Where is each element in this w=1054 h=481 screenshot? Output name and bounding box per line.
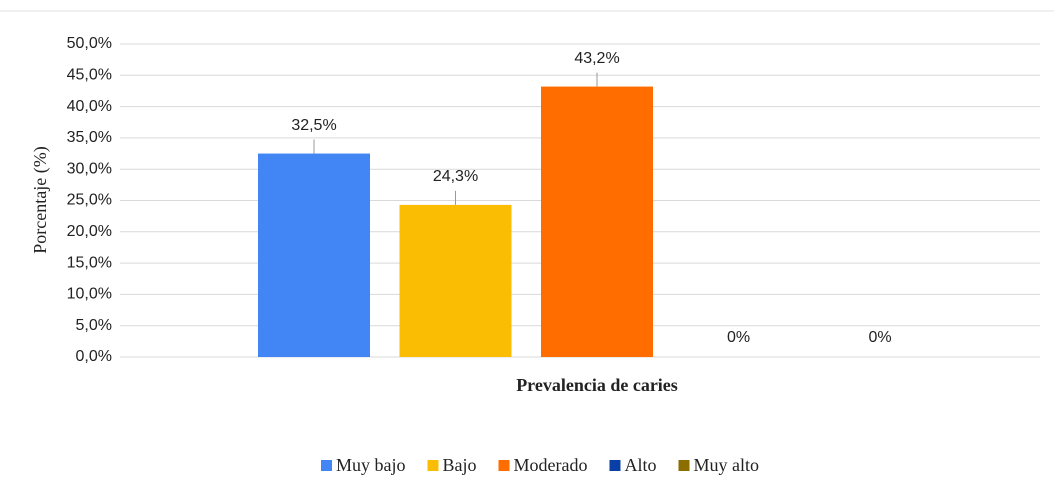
legend-swatch <box>498 460 510 471</box>
value-label: 0% <box>868 329 891 346</box>
value-label: 32,5% <box>291 117 336 134</box>
y-tick-label: 45,0% <box>67 67 112 84</box>
legend-label: Muy alto <box>694 455 760 475</box>
y-tick-label: 50,0% <box>67 35 112 52</box>
y-tick-label: 0,0% <box>76 348 112 365</box>
legend-swatch <box>321 460 332 471</box>
y-tick-label: 35,0% <box>67 129 112 146</box>
y-tick-label: 15,0% <box>67 254 112 271</box>
legend-label: Muy bajo <box>336 455 406 475</box>
legend-swatch <box>609 460 621 471</box>
bar <box>541 86 653 358</box>
y-tick-label: 20,0% <box>67 223 112 240</box>
legend-label: Bajo <box>443 455 477 475</box>
legend-label: Moderado <box>514 455 588 475</box>
bar <box>258 153 370 357</box>
value-label: 24,3% <box>433 168 478 185</box>
legend-swatch <box>427 460 439 471</box>
value-label: 0% <box>727 329 750 346</box>
y-axis-title: Porcentaje (%) <box>30 146 51 253</box>
legend-label: Alto <box>624 455 656 475</box>
bar <box>399 204 512 357</box>
legend-swatch <box>678 460 690 471</box>
y-tick-label: 30,0% <box>67 160 112 177</box>
y-tick-label: 10,0% <box>67 286 112 303</box>
y-tick-label: 25,0% <box>67 192 112 209</box>
y-tick-label: 40,0% <box>67 98 112 115</box>
x-tick-label: Prevalencia de caries <box>516 375 678 395</box>
y-tick-label: 5,0% <box>76 317 112 334</box>
value-label: 43,2% <box>574 50 619 67</box>
